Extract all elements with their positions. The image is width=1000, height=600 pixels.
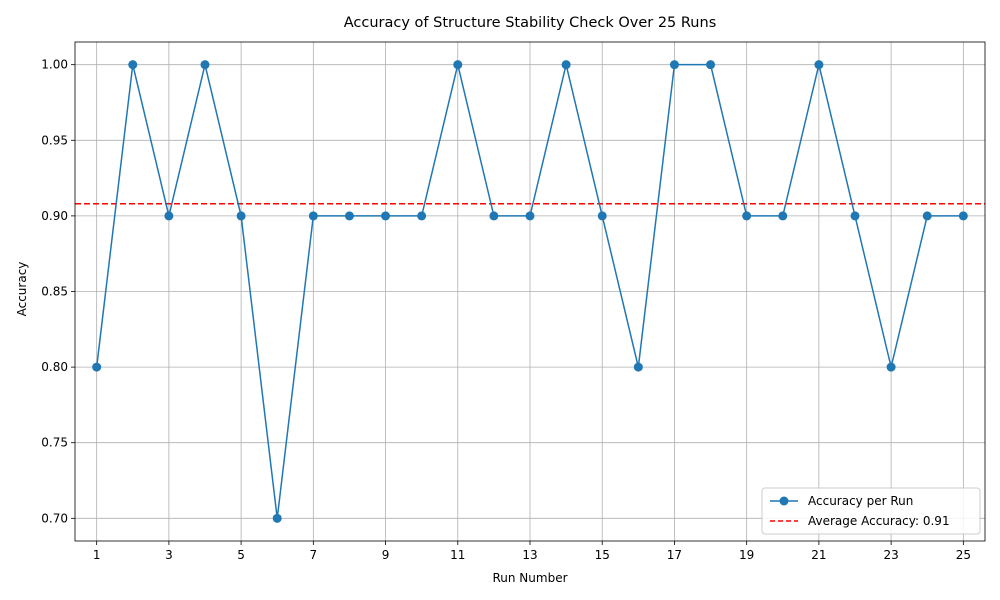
legend-frame <box>761 487 981 535</box>
x-tick-label: 17 <box>667 548 682 562</box>
data-point <box>706 60 716 70</box>
data-point <box>128 60 138 70</box>
x-tick-label: 9 <box>382 548 390 562</box>
data-point <box>381 211 391 221</box>
data-point <box>417 211 427 221</box>
y-tick-label: 1.00 <box>41 58 68 72</box>
data-point <box>669 60 679 70</box>
data-point <box>633 362 643 372</box>
y-tick-label: 0.70 <box>41 511 68 525</box>
legend-label-average: Average Accuracy: 0.91 <box>808 514 950 528</box>
data-point <box>561 60 571 70</box>
x-tick-label: 25 <box>956 548 971 562</box>
legend-label-series: Accuracy per Run <box>808 494 913 508</box>
x-tick-label: 13 <box>522 548 537 562</box>
data-point <box>236 211 246 221</box>
x-tick-label: 5 <box>237 548 245 562</box>
y-ticks: 0.70 0.75 0.80 0.85 0.90 0.95 1.00 <box>41 58 75 525</box>
grid-lines <box>75 42 985 541</box>
chart-title: Accuracy of Structure Stability Check Ov… <box>344 15 717 31</box>
y-tick-label: 0.90 <box>41 209 68 223</box>
x-tick-label: 23 <box>883 548 898 562</box>
data-point <box>489 211 499 221</box>
x-axis-title: Run Number <box>492 571 567 585</box>
data-point <box>850 211 860 221</box>
x-tick-label: 3 <box>165 548 173 562</box>
y-tick-label: 0.75 <box>41 436 68 450</box>
x-tick-label: 15 <box>595 548 610 562</box>
data-point <box>922 211 932 221</box>
data-point <box>814 60 824 70</box>
x-tick-label: 7 <box>310 548 318 562</box>
x-tick-label: 19 <box>739 548 754 562</box>
data-point <box>308 211 318 221</box>
y-tick-label: 0.80 <box>41 360 68 374</box>
data-point <box>272 513 282 523</box>
data-point <box>778 211 788 221</box>
data-point <box>344 211 354 221</box>
data-point <box>597 211 607 221</box>
legend-marker-series <box>779 496 789 506</box>
x-tick-label: 11 <box>450 548 465 562</box>
data-point <box>742 211 752 221</box>
data-point <box>164 211 174 221</box>
x-tick-label: 1 <box>93 548 101 562</box>
y-tick-label: 0.95 <box>41 133 68 147</box>
data-point <box>92 362 102 372</box>
data-point <box>886 362 896 372</box>
data-point <box>525 211 535 221</box>
series-lines <box>92 60 968 523</box>
x-tick-label: 21 <box>811 548 826 562</box>
y-axis-title: Accuracy <box>15 262 29 317</box>
legend: Accuracy per Run Average Accuracy: 0.91 <box>761 487 981 535</box>
data-point <box>453 60 463 70</box>
y-tick-label: 0.85 <box>41 285 68 299</box>
x-ticks: 1 3 5 7 9 11 13 15 17 19 21 23 25 <box>93 541 971 562</box>
data-point <box>958 211 968 221</box>
data-point <box>200 60 210 70</box>
